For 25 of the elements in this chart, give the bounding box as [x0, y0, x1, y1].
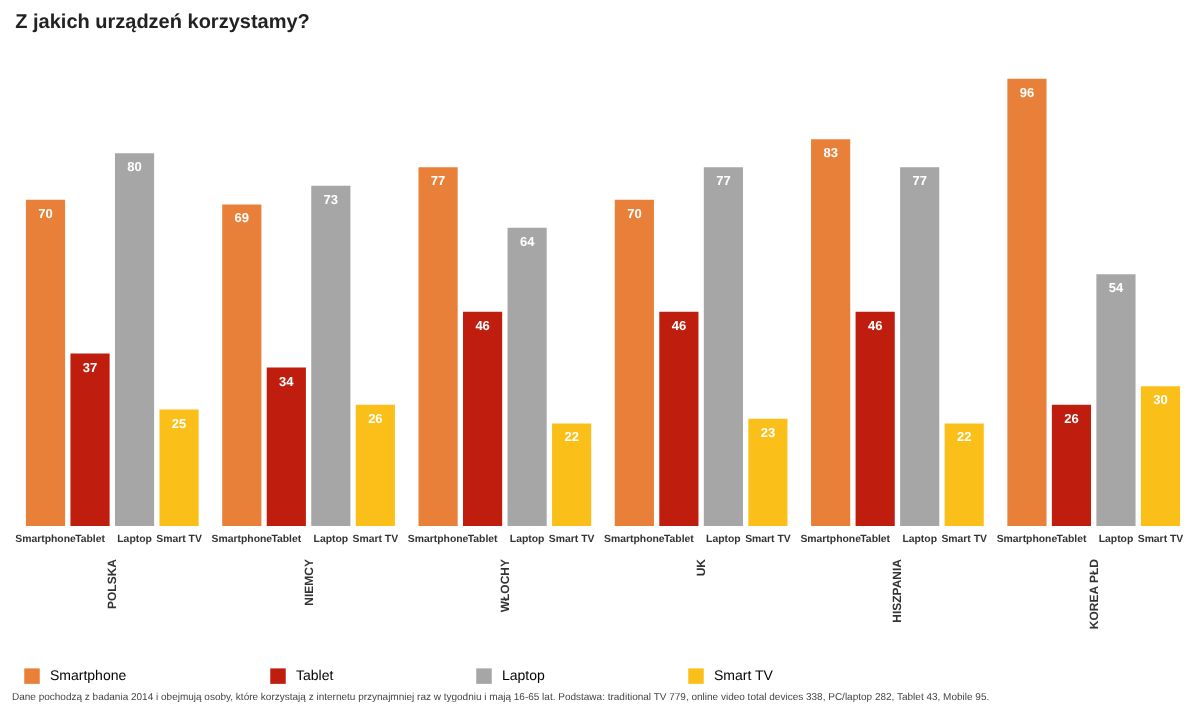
- bar: [1096, 274, 1136, 526]
- bar: [463, 311, 503, 526]
- bar: [222, 204, 262, 526]
- bar: [114, 153, 155, 526]
- bar: [944, 423, 984, 526]
- bar: [159, 409, 199, 526]
- bar: [1051, 404, 1092, 526]
- bar: [311, 185, 351, 526]
- bar: [355, 404, 395, 526]
- bar: [507, 227, 547, 526]
- chart-title: Z jakich urządzeń korzystamy?: [15, 12, 310, 34]
- bar: [418, 167, 458, 526]
- bar: [70, 353, 110, 526]
- bar: [659, 311, 699, 526]
- bar: [614, 199, 654, 526]
- bar: [703, 167, 743, 526]
- bar: [811, 139, 851, 526]
- bar: [552, 423, 592, 526]
- bar: [900, 167, 940, 526]
- bar: [25, 199, 66, 526]
- bar: [1007, 78, 1047, 526]
- bar: [266, 367, 306, 526]
- bar: [1140, 386, 1181, 526]
- bar: [855, 311, 895, 526]
- bar: [748, 418, 788, 526]
